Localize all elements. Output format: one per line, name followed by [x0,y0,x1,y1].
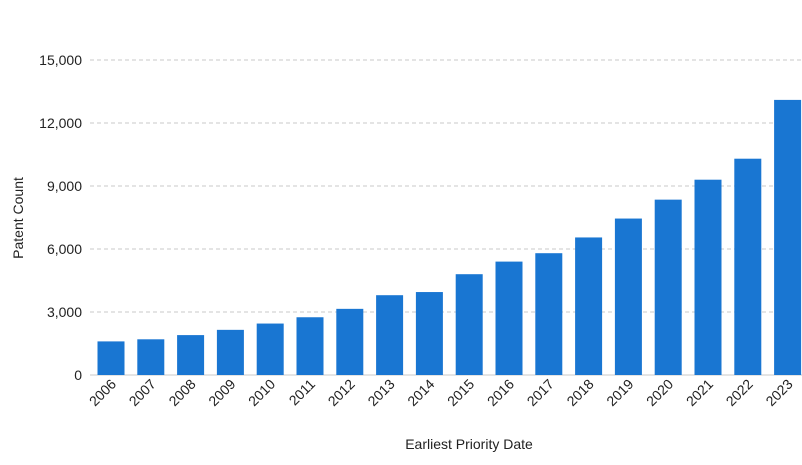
bar-2006[interactable] [97,341,125,375]
y-tick-label: 15,000 [39,52,82,68]
x-tick-label: 2012 [325,376,358,409]
bar-2012[interactable] [336,308,364,375]
x-tick-label: 2013 [364,376,397,409]
y-tick-label: 3,000 [47,304,82,320]
y-tick-label: 6,000 [47,241,82,257]
x-tick-label: 2019 [603,376,636,409]
x-axis-title: Earliest Priority Date [405,436,533,452]
x-tick-label: 2020 [643,376,676,409]
x-tick-label: 2014 [404,376,437,409]
x-tick-label: 2006 [86,376,119,409]
x-tick-label: 2007 [126,376,159,409]
grid-layer [90,59,802,376]
x-tick-label: 2010 [245,376,278,409]
y-tick-label: 0 [74,367,82,383]
bar-2010[interactable] [256,323,284,375]
x-tick-label: 2016 [484,376,517,409]
x-tick-label: 2011 [286,376,319,409]
x-tick-label: 2023 [762,376,795,409]
bar-2015[interactable] [455,274,483,375]
bar-2023[interactable] [774,99,802,376]
x-tick-label: 2022 [723,376,756,409]
y-tick-label: 9,000 [47,178,82,194]
y-tick-label: 12,000 [39,115,82,131]
bar-2014[interactable] [415,292,443,375]
bars-layer [97,99,802,376]
x-tick-label: 2008 [165,376,198,409]
y-axis-title: Patent Count [10,177,26,259]
x-tick-label: 2017 [524,376,557,409]
bar-2018[interactable] [575,237,603,375]
x-tick-label: 2018 [563,376,596,409]
bar-2021[interactable] [694,179,722,375]
bar-2020[interactable] [654,199,682,375]
bar-2013[interactable] [376,295,404,375]
bar-2019[interactable] [614,218,642,375]
bar-2017[interactable] [535,253,563,375]
bar-2009[interactable] [216,329,244,375]
y-tick-labels: 0 3,000 6,000 9,000 12,000 15,000 [39,52,82,383]
bar-2011[interactable] [296,317,324,375]
x-tick-label: 2021 [683,376,716,409]
x-tick-label: 2015 [444,376,477,409]
bar-2008[interactable] [177,335,205,375]
x-tick-labels: 2006 2007 2008 2009 2010 2011 2012 2013 2014 2015… [86,376,796,409]
bar-2007[interactable] [137,339,165,375]
bar-2016[interactable] [495,261,523,375]
x-tick-label: 2009 [205,376,238,409]
bar-2022[interactable] [734,158,762,375]
